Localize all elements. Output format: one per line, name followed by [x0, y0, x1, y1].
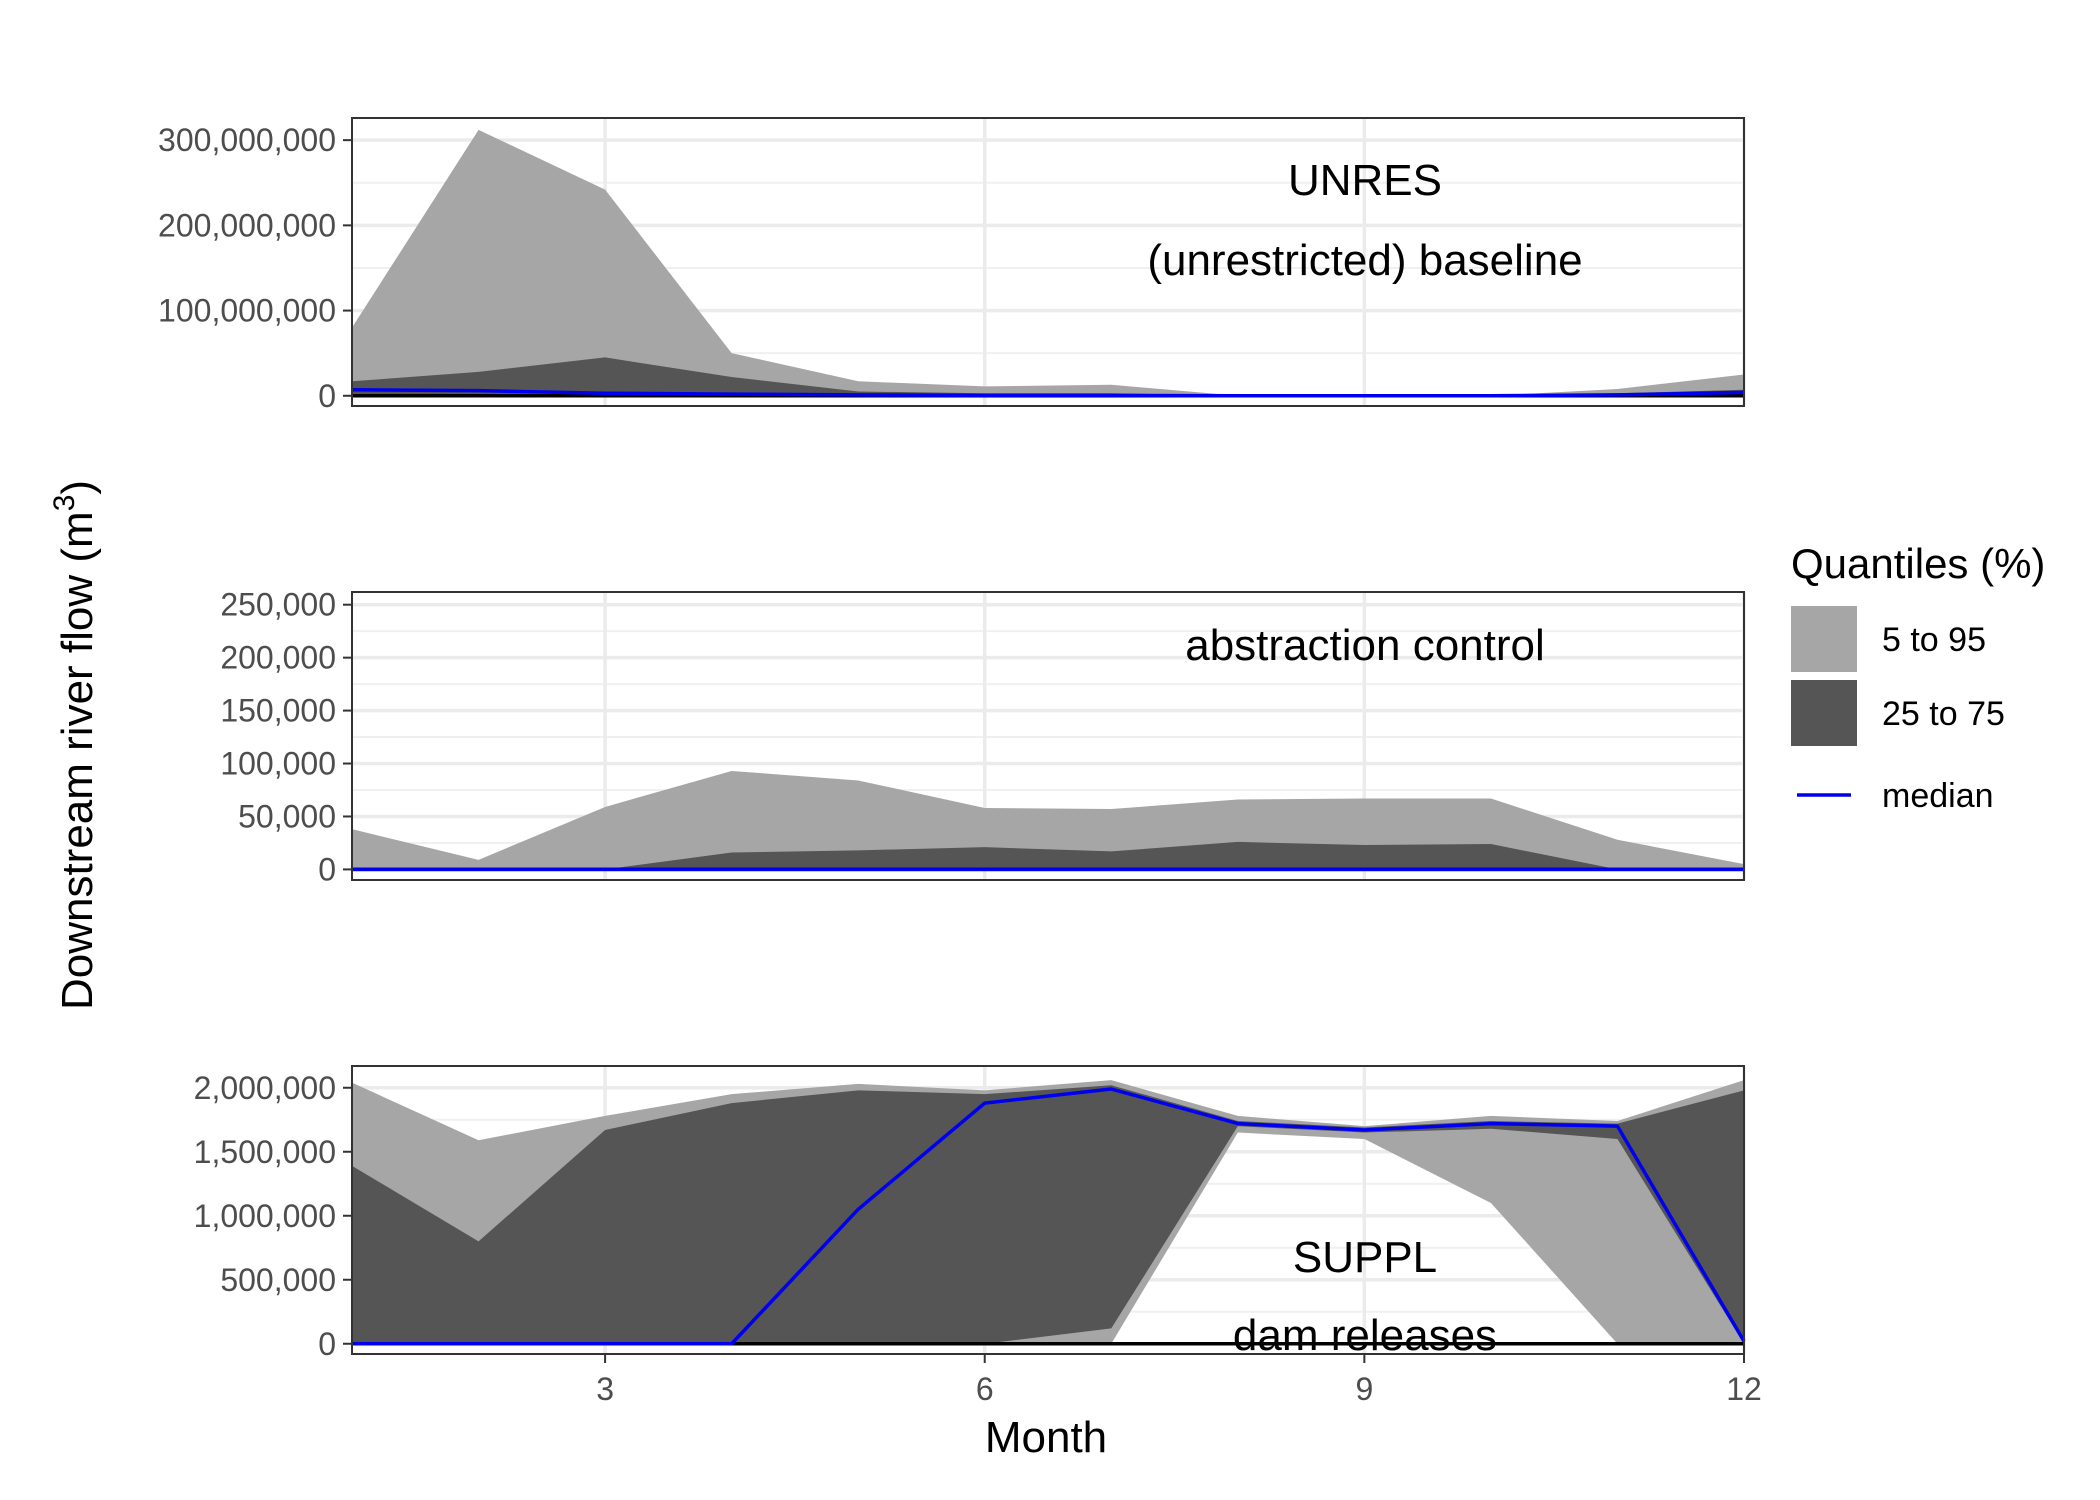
- y-tick-label: 200,000: [220, 640, 336, 676]
- x-tick-label: 9: [1355, 1371, 1373, 1407]
- legend-item: 25 to 75: [1791, 680, 2005, 746]
- band-5-to-95: [352, 129, 1744, 396]
- y-axis-title: Downstream river flow (m3): [48, 480, 102, 1010]
- x-axis-title: Month: [985, 1413, 1107, 1462]
- legend: Quantiles (%) 5 to 95 25 to 75 median: [1791, 540, 2045, 815]
- y-tick-label: 50,000: [238, 798, 336, 834]
- legend-item: 5 to 95: [1791, 606, 1986, 672]
- legend-key-swatch: [1791, 606, 1857, 672]
- panel-annotation: abstraction control: [1185, 621, 1545, 670]
- band-25-to-75: [352, 357, 1744, 396]
- y-tick-label: 150,000: [220, 693, 336, 729]
- panel-2: 0 50,000 100,000 150,000 200,000 250,000 abstr…: [220, 587, 1746, 887]
- legend-label: 25 to 75: [1882, 695, 2005, 733]
- band-25-to-75: [352, 841, 1744, 870]
- y-tick-label: 500,000: [220, 1262, 336, 1298]
- panel-border: [351, 117, 1745, 407]
- y-tick-label: 1,000,000: [194, 1198, 336, 1234]
- legend-title: Quantiles (%): [1791, 540, 2045, 587]
- median-line: [352, 1087, 1746, 1346]
- legend-label: median: [1882, 777, 1994, 815]
- y-axis-title-close: ): [53, 480, 102, 495]
- y-tick-label: 100,000,000: [158, 293, 336, 329]
- legend-items: 5 to 95 25 to 75 median: [1791, 606, 2005, 815]
- panel-annotation: UNRES: [1288, 156, 1442, 205]
- y-tick-label: 200,000,000: [158, 207, 336, 243]
- y-tick-label: 250,000: [220, 587, 336, 623]
- panel-annotation: SUPPL: [1293, 1233, 1437, 1282]
- y-tick-label: 1,500,000: [194, 1134, 336, 1170]
- y-axis-title-main: Downstream river flow (m: [53, 511, 102, 1010]
- y-axis-title-superscript: 3: [48, 495, 81, 512]
- y-tick-label: 0: [318, 378, 336, 414]
- y-tick-label: 0: [318, 1326, 336, 1362]
- panel-1: 0 100,000,000 200,000,000 300,000,000 UNRES (…: [158, 117, 1746, 414]
- panel-annotation: dam releases: [1233, 1311, 1497, 1360]
- panel-border: [351, 1065, 1745, 1355]
- x-tick-label: 12: [1726, 1371, 1762, 1407]
- x-tick-label: 6: [976, 1371, 994, 1407]
- band-25-to-75: [352, 1085, 1744, 1344]
- y-tick-label: 2,000,000: [194, 1070, 336, 1106]
- median-line: [351, 388, 1745, 398]
- y-tick-label: 100,000: [220, 746, 336, 782]
- band-5-to-95: [352, 770, 1744, 870]
- panel-annotation: (unrestricted) baseline: [1147, 236, 1582, 285]
- y-tick-label: 0: [318, 851, 336, 887]
- panel-3: 0 500,000 1,000,000 1,500,000 2,000,000 SUPPL…: [194, 1065, 1762, 1407]
- y-tick-label: 300,000,000: [158, 122, 336, 158]
- panel-border: [351, 591, 1745, 881]
- legend-item: median: [1797, 777, 1994, 815]
- panels: 0 100,000,000 200,000,000 300,000,000 UNRES (…: [158, 117, 1762, 1407]
- x-tick-label: 3: [596, 1371, 614, 1407]
- legend-label: 5 to 95: [1882, 621, 1986, 659]
- legend-key-swatch: [1791, 680, 1857, 746]
